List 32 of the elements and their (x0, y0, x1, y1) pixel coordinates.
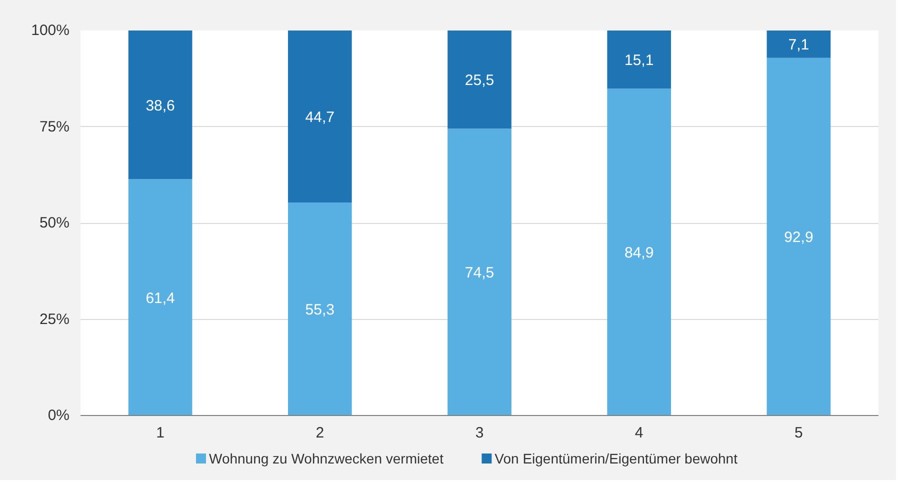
data-label: 55,3 (305, 302, 335, 319)
bar (128, 30, 192, 180)
x-tick-label: 4 (634, 424, 644, 442)
data-label: 84,9 (624, 244, 654, 262)
bar (448, 30, 512, 129)
y-tick-label: 50% (39, 214, 70, 232)
data-label: 74,5 (464, 264, 494, 282)
x-tick-label: 3 (475, 424, 484, 442)
legend-label: Von Eigentümerin/Eigentümer bewohnt (494, 450, 738, 466)
y-tick-label: 25% (39, 310, 70, 328)
bar (766, 30, 831, 58)
x-tick-label: 5 (794, 424, 803, 442)
bar (607, 30, 672, 89)
data-label: 15,1 (624, 52, 654, 70)
bar (288, 202, 352, 416)
x-tick-label: 2 (316, 424, 324, 442)
y-tick-label: 100% (31, 22, 70, 39)
y-tick-label: 75% (39, 118, 70, 136)
data-label: 44,7 (305, 109, 335, 126)
bar (766, 58, 831, 416)
data-label: 61,4 (146, 290, 175, 307)
data-label: 92,9 (784, 229, 814, 246)
data-label: 25,5 (464, 72, 494, 90)
bar (128, 179, 192, 416)
bar (288, 30, 352, 203)
data-label: 38,6 (146, 97, 175, 114)
legend-label: Wohnung zu Wohnzwecken vermietet (208, 450, 444, 466)
bar (607, 88, 672, 416)
x-tick-label: 1 (156, 424, 164, 442)
data-label: 7,1 (788, 36, 810, 54)
bar (448, 128, 512, 416)
y-tick-label: 0% (48, 407, 70, 424)
